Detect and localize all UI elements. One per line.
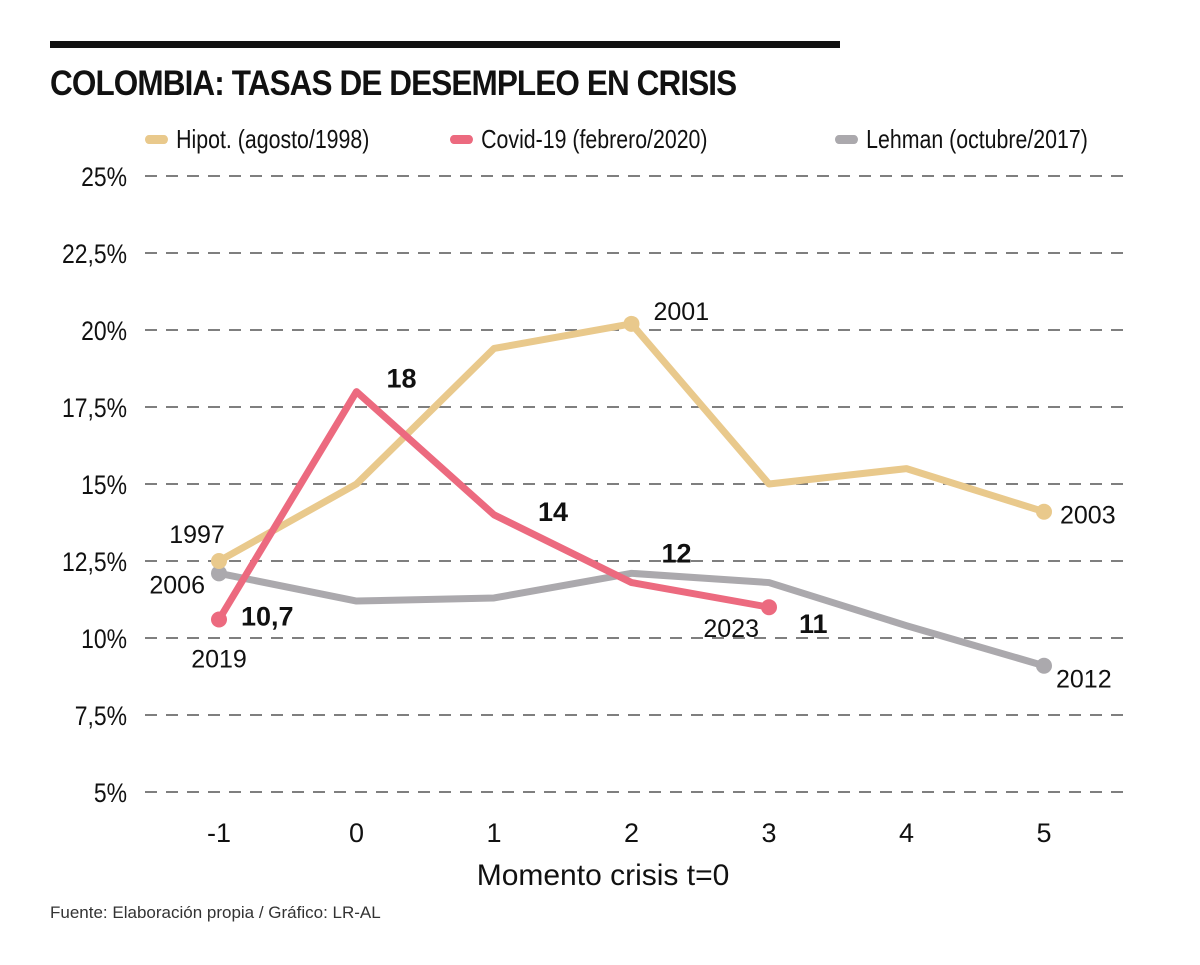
legend-item-hipot: Hipot. (agosto/1998) (145, 124, 369, 155)
legend-label-lehman: Lehman (octubre/2017) (866, 124, 1088, 154)
data-label: 14 (538, 497, 568, 527)
x-tick-label: -1 (207, 818, 231, 848)
year-label: 2001 (654, 298, 710, 326)
data-label: 12 (662, 539, 692, 569)
y-tick-label: 25% (81, 162, 127, 192)
legend-label-covid: Covid-19 (febrero/2020) (481, 124, 708, 154)
x-tick-label: 1 (486, 818, 501, 848)
marker-lehman (1036, 657, 1052, 674)
legend-swatch-covid (450, 135, 473, 144)
legend-label-hipot: Hipot. (agosto/1998) (176, 124, 370, 154)
y-tick-label: 10% (81, 624, 127, 654)
year-label: 2019 (191, 646, 247, 674)
year-label: 2012 (1056, 666, 1112, 694)
y-tick-label: 12,5% (62, 547, 127, 577)
y-tick-label: 20% (81, 316, 127, 346)
x-tick-label: 5 (1036, 818, 1051, 848)
series-line-covid (215, 388, 773, 624)
source-note: Fuente: Elaboración propia / Gráfico: LR… (50, 903, 381, 922)
y-tick-label: 22,5% (62, 239, 127, 269)
x-tick-label: 0 (349, 818, 364, 848)
year-label: 1997 (169, 521, 225, 549)
chart-title: COLOMBIA: TASAS DE DESEMPLEO EN CRISIS (50, 64, 737, 103)
data-label: 11 (799, 609, 828, 639)
y-tick-label: 7,5% (75, 701, 127, 731)
y-tick-label: 5% (94, 778, 127, 808)
x-tick-label: 4 (899, 818, 914, 848)
year-label: 2006 (149, 571, 205, 599)
x-tick-label: 3 (761, 818, 776, 848)
legend-swatch-lehman (835, 135, 858, 144)
year-label: 2003 (1060, 502, 1116, 530)
x-axis-label: Momento crisis t=0 (477, 859, 730, 892)
legend-swatch-hipot (145, 135, 168, 144)
legend-item-lehman: Lehman (octubre/2017) (835, 124, 1088, 155)
marker-hipot (623, 315, 640, 332)
year-label: 2023 (703, 615, 759, 643)
data-label: 10,7 (241, 602, 294, 632)
marker-covid (761, 599, 777, 616)
marker-hipot (1036, 503, 1052, 520)
x-tick-label: 2 (624, 818, 639, 848)
series-line-hipot (215, 320, 1048, 565)
y-tick-label: 15% (81, 470, 127, 500)
marker-hipot (211, 553, 227, 569)
title-rule (50, 41, 840, 48)
marker-covid (211, 611, 227, 628)
series-line-lehman (215, 569, 1048, 670)
y-tick-label: 17,5% (62, 393, 127, 423)
legend: Hipot. (agosto/1998) Covid-19 (febrero/2… (0, 124, 1200, 158)
data-label: 18 (387, 364, 417, 394)
marker-lehman (211, 565, 227, 582)
legend-item-covid: Covid-19 (febrero/2020) (450, 124, 708, 155)
